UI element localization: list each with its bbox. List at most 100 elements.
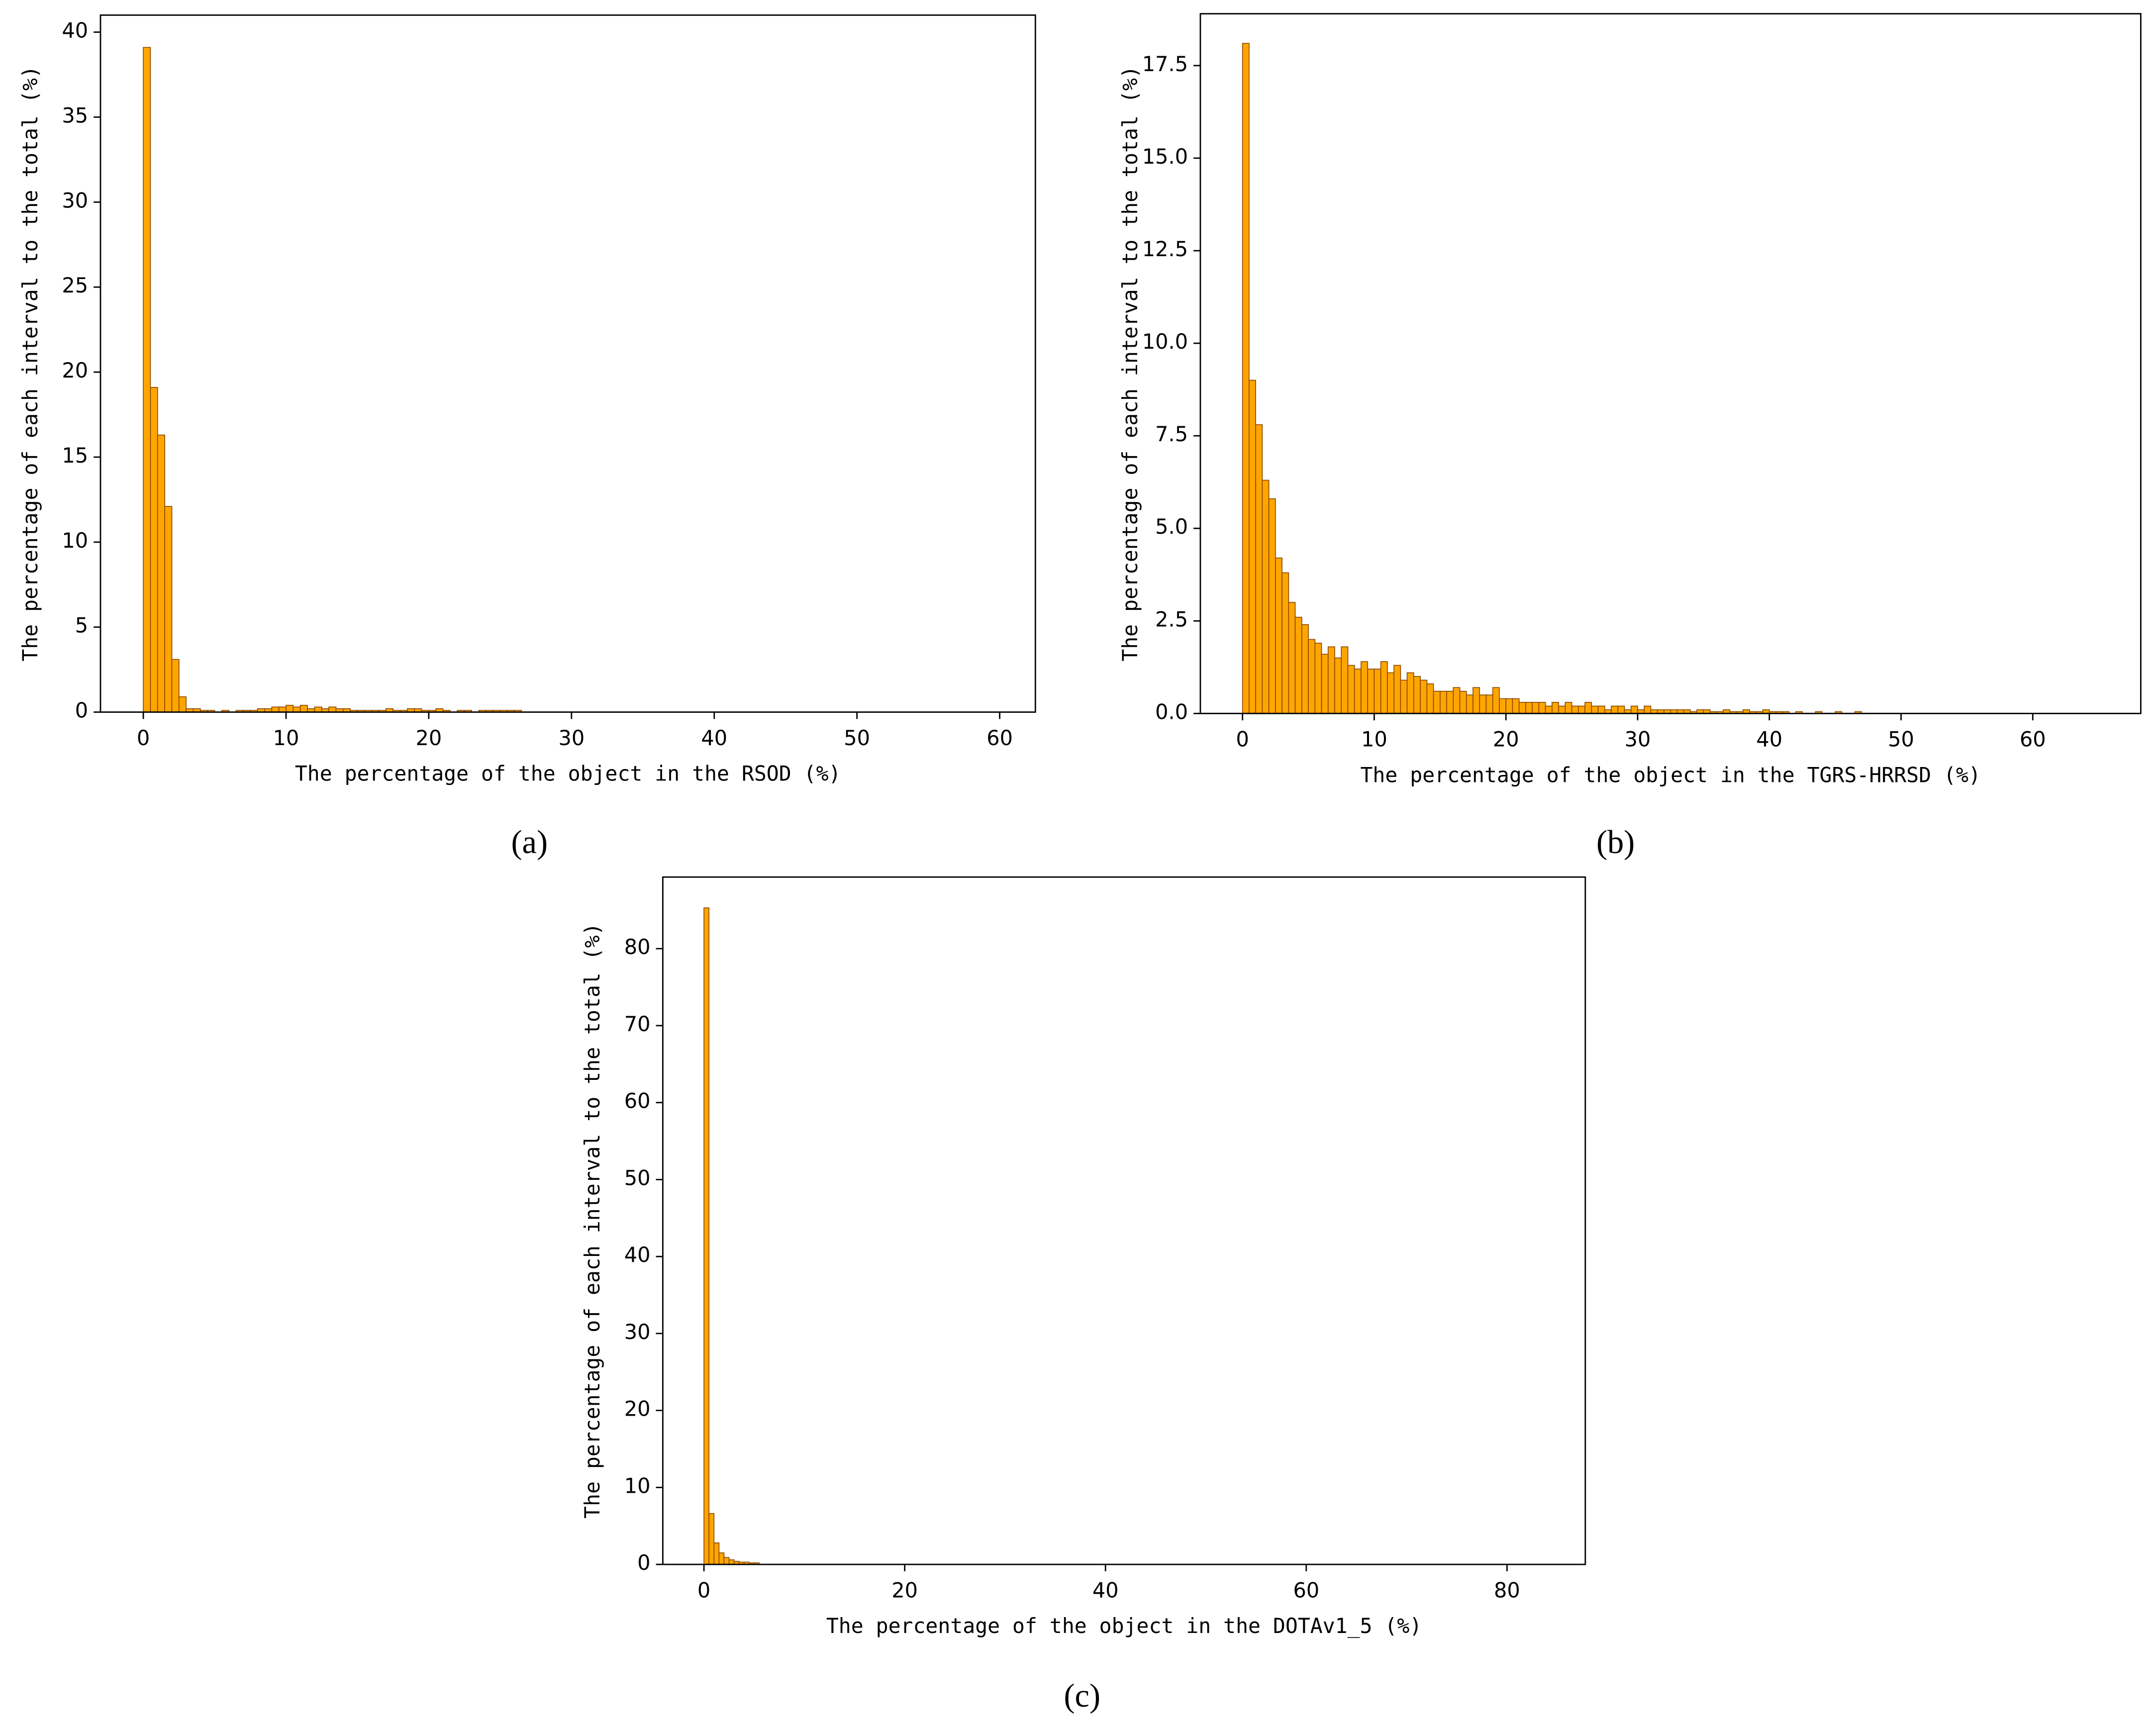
bar bbox=[1453, 687, 1461, 714]
bar bbox=[1400, 679, 1408, 714]
x-tick-label: 10 bbox=[1361, 728, 1387, 752]
y-tick-label: 10 bbox=[624, 1474, 651, 1498]
x-tick-label: 40 bbox=[1092, 1578, 1119, 1602]
y-tick-label: 25 bbox=[62, 274, 88, 297]
panel-caption: (c) bbox=[1064, 1678, 1100, 1714]
x-tick-label: 20 bbox=[416, 726, 442, 750]
bar bbox=[178, 696, 187, 713]
bar bbox=[1380, 661, 1388, 714]
bar bbox=[1512, 698, 1520, 714]
bar bbox=[1611, 705, 1619, 714]
y-tick-label: 60 bbox=[624, 1089, 651, 1113]
x-axis-label: The percentage of the object in the DOTA… bbox=[826, 1614, 1422, 1638]
y-tick-label: 0 bbox=[75, 699, 88, 723]
panel-caption: (a) bbox=[511, 824, 548, 861]
bar bbox=[1505, 698, 1513, 714]
panel-caption: (b) bbox=[1596, 824, 1635, 861]
axes-frame bbox=[662, 876, 1586, 1565]
y-tick-label: 20 bbox=[624, 1397, 651, 1421]
bar bbox=[1413, 676, 1421, 714]
y-tick-label: 15 bbox=[62, 444, 88, 468]
bar bbox=[1341, 646, 1349, 714]
bar bbox=[1255, 424, 1263, 714]
y-tick-label: 30 bbox=[62, 189, 88, 212]
bar bbox=[1525, 702, 1533, 714]
bar bbox=[143, 47, 151, 713]
y-axis-label: The percentage of each interval to the t… bbox=[1118, 66, 1142, 661]
bar bbox=[164, 506, 173, 713]
bar bbox=[1426, 683, 1434, 714]
bar bbox=[271, 706, 280, 713]
y-tick-label: 12.5 bbox=[1142, 237, 1188, 261]
bar bbox=[1597, 705, 1605, 714]
bar bbox=[1499, 698, 1507, 714]
y-tick-label: 70 bbox=[624, 1012, 651, 1036]
y-tick-label: 0 bbox=[637, 1551, 650, 1575]
bar bbox=[1617, 705, 1625, 714]
bar bbox=[1288, 602, 1296, 714]
bar bbox=[1578, 705, 1585, 714]
axes-frame bbox=[99, 14, 1036, 713]
y-tick-label: 5.0 bbox=[1155, 515, 1188, 539]
bar bbox=[1387, 672, 1394, 714]
axes-frame bbox=[1199, 13, 2142, 714]
y-tick-label: 30 bbox=[624, 1320, 651, 1344]
x-tick-label: 0 bbox=[137, 726, 150, 750]
bar bbox=[1294, 617, 1302, 714]
bar bbox=[1584, 702, 1592, 714]
y-tick-label: 7.5 bbox=[1155, 422, 1188, 446]
x-tick-label: 60 bbox=[2020, 728, 2046, 752]
y-tick-label: 40 bbox=[62, 19, 88, 43]
x-tick-label: 50 bbox=[844, 726, 870, 750]
bar bbox=[1361, 661, 1369, 714]
bar bbox=[1406, 672, 1414, 714]
x-tick-label: 50 bbox=[1888, 728, 1914, 752]
bar bbox=[1367, 669, 1375, 714]
bar bbox=[1440, 690, 1447, 714]
bar bbox=[1242, 43, 1250, 714]
bar bbox=[1275, 557, 1282, 714]
bar bbox=[1281, 572, 1289, 714]
x-tick-label: 40 bbox=[701, 726, 727, 750]
bar bbox=[314, 706, 322, 713]
bar bbox=[1433, 690, 1441, 714]
bar bbox=[703, 907, 710, 1565]
bar bbox=[1472, 687, 1480, 714]
bar bbox=[1630, 705, 1638, 714]
y-tick-label: 20 bbox=[62, 359, 88, 383]
bar bbox=[1249, 380, 1256, 714]
bar bbox=[1334, 657, 1342, 714]
x-tick-label: 20 bbox=[1493, 728, 1519, 752]
y-tick-label: 0.0 bbox=[1155, 700, 1188, 724]
x-axis-label: The percentage of the object in the TGRS… bbox=[1360, 764, 1980, 787]
y-tick-label: 15.0 bbox=[1142, 145, 1188, 169]
x-tick-label: 60 bbox=[1293, 1578, 1319, 1602]
bar bbox=[1545, 705, 1553, 714]
bar bbox=[1591, 705, 1599, 714]
bar bbox=[1479, 694, 1487, 714]
bar bbox=[293, 706, 301, 713]
y-tick-label: 10.0 bbox=[1142, 330, 1188, 354]
bar bbox=[1393, 665, 1401, 714]
bar bbox=[150, 387, 158, 713]
y-axis-label: The percentage of each interval to the t… bbox=[581, 923, 604, 1518]
x-tick-label: 30 bbox=[1625, 728, 1651, 752]
bar bbox=[1354, 669, 1362, 714]
y-tick-label: 10 bbox=[62, 529, 88, 553]
x-tick-label: 10 bbox=[273, 726, 299, 750]
bar bbox=[713, 1542, 720, 1565]
bar bbox=[1492, 687, 1500, 714]
bar bbox=[171, 659, 180, 713]
bar bbox=[1268, 498, 1276, 714]
bar bbox=[1262, 480, 1270, 714]
bar bbox=[728, 1559, 735, 1565]
bar bbox=[1373, 669, 1381, 714]
bar bbox=[1518, 702, 1526, 714]
y-tick-label: 50 bbox=[624, 1166, 651, 1190]
bar bbox=[1459, 690, 1467, 714]
bar bbox=[1644, 705, 1652, 714]
bar bbox=[1485, 694, 1493, 714]
y-tick-label: 80 bbox=[624, 935, 651, 959]
y-tick-label: 5 bbox=[75, 614, 88, 638]
